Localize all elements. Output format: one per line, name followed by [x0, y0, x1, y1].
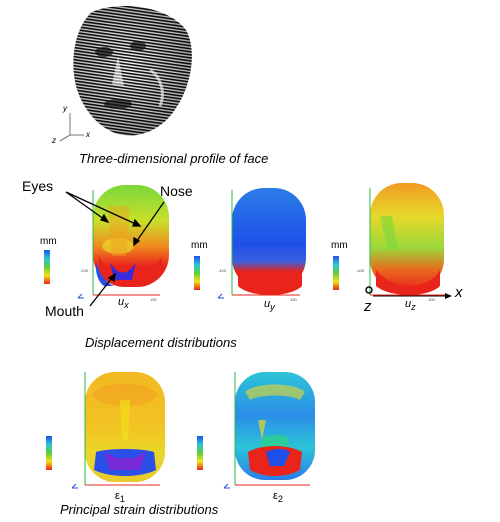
axis-label-x: x [86, 130, 90, 139]
big-axis-z: z [364, 298, 372, 315]
symbol-uy: uy [264, 298, 275, 313]
symbol-e2: ε2 [273, 490, 283, 505]
panel-uz [370, 183, 444, 295]
tick-100-uy: 100 [290, 297, 297, 302]
unit-uz: mm [331, 240, 348, 251]
caption-displacement: Displacement distributions [85, 335, 237, 350]
panel-uy [232, 188, 306, 295]
unit-ux: mm [40, 236, 57, 247]
symbol-e1: ε1 [115, 490, 125, 505]
axis-label-z: z [52, 136, 56, 145]
panel-ux [93, 185, 169, 287]
tick-m100-ux: -100 [80, 268, 89, 273]
face-profile [73, 6, 192, 136]
caption-strain: Principal strain distributions [60, 502, 219, 517]
callout-arrows [65, 191, 165, 307]
panel-axes [84, 188, 445, 486]
axis-label-y: y [63, 104, 67, 113]
color-scale-e1 [46, 436, 52, 470]
panel-e1 [85, 372, 165, 482]
callout-mouth: Mouth [45, 303, 84, 319]
color-scale-e2 [197, 436, 203, 470]
callout-nose: Nose [160, 183, 193, 199]
tick-labels: 100 -100 100 -100 100 -100 [80, 268, 435, 302]
color-scale-ux [44, 250, 50, 284]
tick-m100-uz: -100 [356, 268, 365, 273]
color-scales [44, 250, 339, 470]
small-axes [59, 113, 84, 142]
color-scale-uz [333, 256, 339, 290]
callout-eyes: Eyes [22, 178, 54, 194]
axis-glyphs [71, 293, 230, 489]
unit-uy: mm [191, 240, 208, 251]
symbol-uz: uz [405, 298, 416, 313]
big-axis-x: x [455, 284, 463, 301]
tick-100-uz: 100 [428, 297, 435, 302]
tick-m100-uy: -100 [218, 268, 227, 273]
caption-profile: Three-dimensional profile of face [79, 151, 269, 166]
tick-100-ux: 100 [150, 297, 157, 302]
big-axis [365, 286, 452, 299]
symbol-ux: ux [118, 296, 129, 311]
color-scale-uy [194, 256, 200, 290]
panel-e2 [235, 372, 315, 480]
